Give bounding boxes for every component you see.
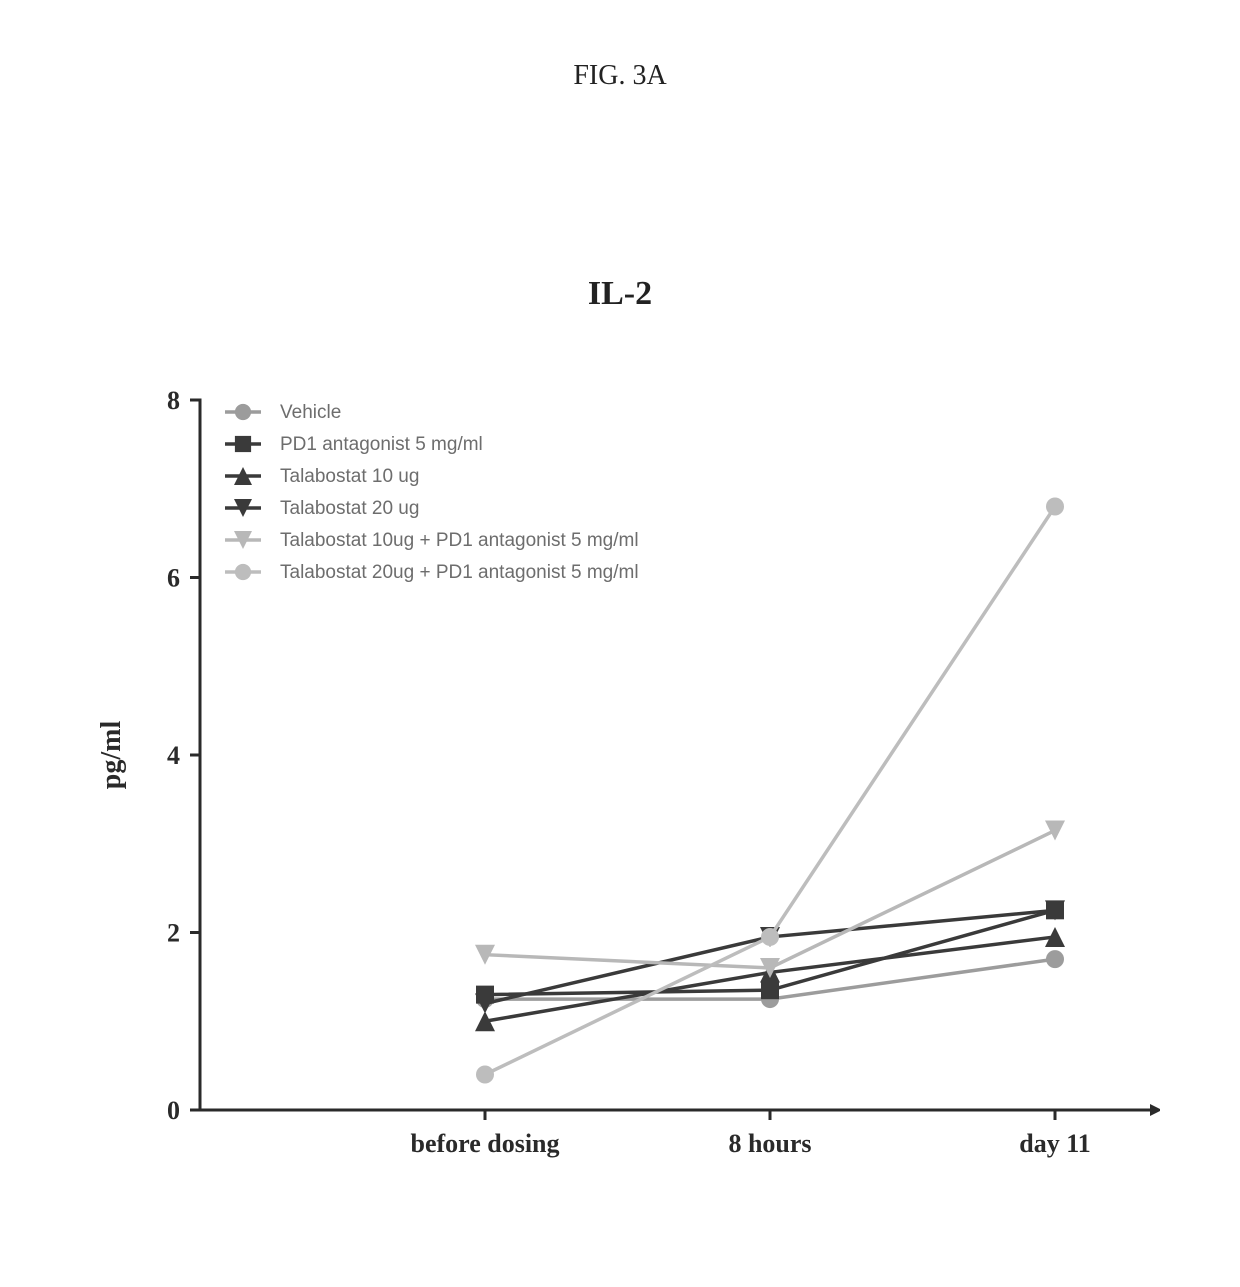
svg-text:Talabostat 20ug + PD1 antagoni: Talabostat 20ug + PD1 antagonist 5 mg/ml (280, 562, 639, 583)
chart-title: IL-2 (0, 275, 1240, 313)
svg-text:2: 2 (167, 919, 180, 948)
svg-text:4: 4 (167, 741, 180, 770)
svg-text:8 hours: 8 hours (728, 1129, 811, 1158)
figure-label: FIG. 3A (0, 60, 1240, 92)
svg-text:pg/ml: pg/ml (96, 721, 127, 790)
svg-text:day 11: day 11 (1019, 1129, 1091, 1158)
svg-text:Talabostat 10 ug: Talabostat 10 ug (280, 466, 419, 487)
svg-text:0: 0 (167, 1096, 180, 1125)
svg-text:6: 6 (167, 564, 180, 593)
svg-text:Talabostat 10ug + PD1 antagoni: Talabostat 10ug + PD1 antagonist 5 mg/ml (280, 530, 639, 551)
svg-text:Vehicle: Vehicle (280, 402, 341, 423)
svg-text:before dosing: before dosing (410, 1129, 559, 1158)
svg-text:Talabostat 20 ug: Talabostat 20 ug (280, 498, 419, 519)
chart-svg: 0 2 4 6 8 pg/ml before dosing 8 hours day 11 Vehi… (80, 370, 1160, 1190)
svg-text:8: 8 (167, 386, 180, 415)
chart-container: 0 2 4 6 8 pg/ml before dosing 8 hours day 11 Vehi… (80, 370, 1160, 1190)
svg-text:PD1 antagonist 5 mg/ml: PD1 antagonist 5 mg/ml (280, 434, 483, 455)
